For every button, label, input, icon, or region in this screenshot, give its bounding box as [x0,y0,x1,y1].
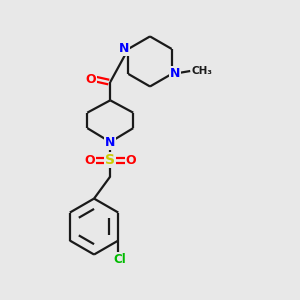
Text: N: N [105,136,116,148]
Text: O: O [86,73,96,85]
Text: N: N [119,42,129,56]
Text: O: O [125,154,136,167]
Text: O: O [84,154,95,167]
Text: S: S [105,153,115,167]
Text: Cl: Cl [113,253,126,266]
Text: CH₃: CH₃ [192,66,213,76]
Text: N: N [170,68,180,80]
